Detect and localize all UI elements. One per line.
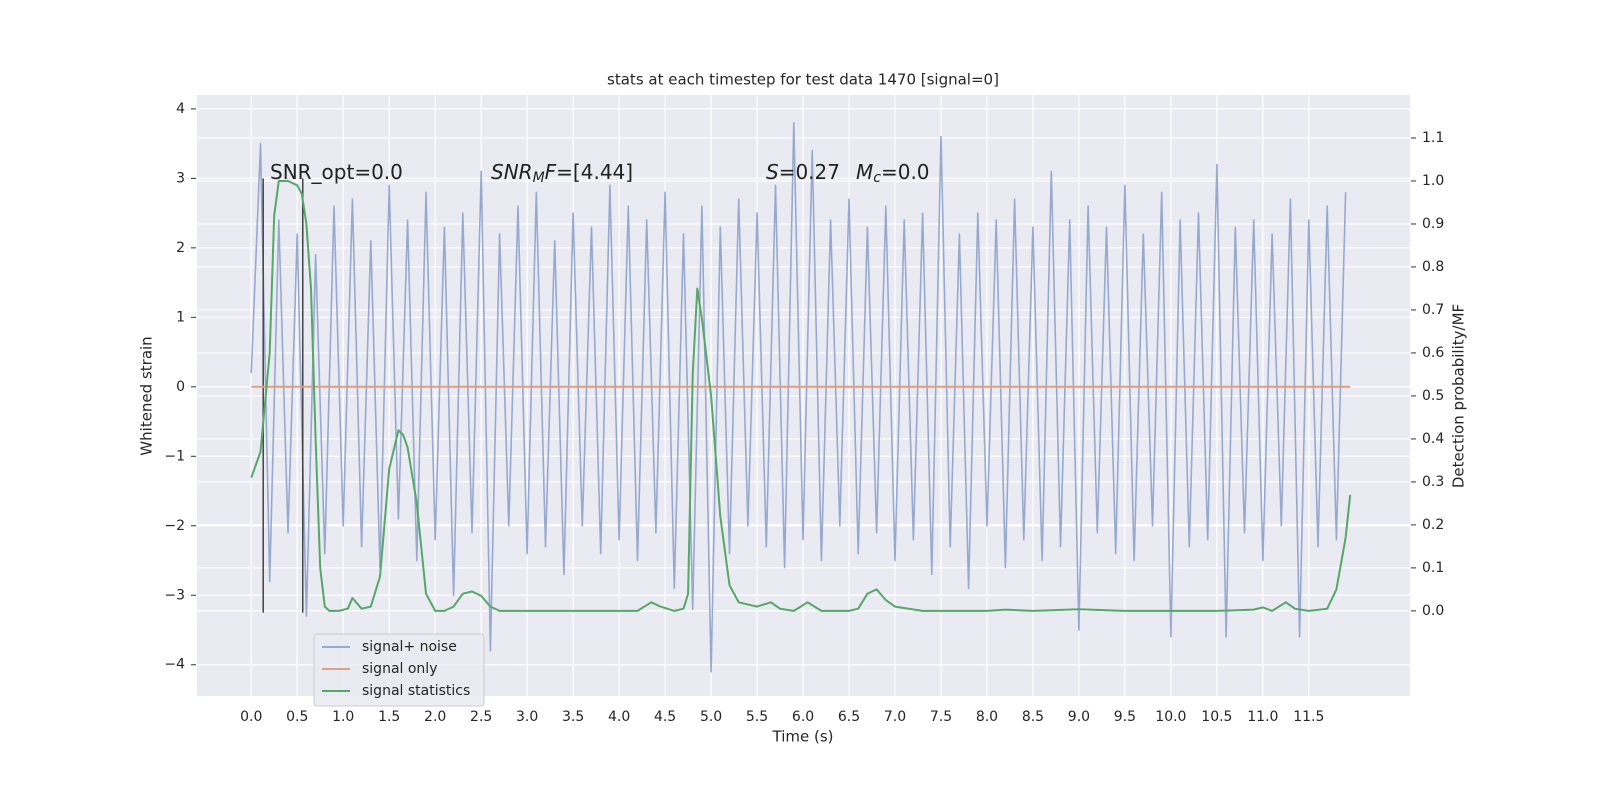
x-tick-label: 8.5 (1022, 709, 1044, 725)
x-tick-label: 4.5 (654, 709, 676, 725)
annotation-part: =0.0 (881, 160, 930, 184)
x-tick-label: 7.5 (930, 709, 952, 725)
annotation-part: SNR (491, 160, 533, 184)
annotation-part: M (533, 170, 545, 186)
x-tick-label: 11.5 (1293, 709, 1324, 725)
y-tick-label: −4 (164, 657, 185, 673)
annotation-part: SNR_opt=0.0 (270, 160, 403, 184)
y2-tick-label: 0.5 (1422, 388, 1444, 404)
y-tick-label: −2 (164, 518, 185, 534)
annotation-part: M (856, 160, 873, 184)
x-tick-label: 4.0 (608, 709, 630, 725)
x-tick-label: 0.5 (286, 709, 308, 725)
y2-tick-label: 0.6 (1422, 345, 1444, 361)
x-tick-label: 6.5 (838, 709, 860, 725)
x-tick-label: 6.0 (792, 709, 814, 725)
x-tick-label: 3.0 (516, 709, 538, 725)
annotation-part: F (545, 160, 557, 184)
annotation-part: c (873, 170, 881, 186)
y2-tick-label: 1.0 (1422, 173, 1444, 189)
y2-tick-label: 0.7 (1422, 302, 1444, 318)
x-tick-label: 5.0 (700, 709, 722, 725)
annotation: SNRMF=[4.44] (491, 160, 633, 187)
x-tick-label: 10.0 (1155, 709, 1186, 725)
y-tick-label: 1 (176, 309, 185, 325)
y-tick-label: −1 (164, 448, 185, 464)
annotation: SNR_opt=0.0 (270, 160, 403, 184)
y-axis-label: Whitened strain (138, 336, 156, 455)
x-tick-label: 9.0 (1068, 709, 1090, 725)
legend-box (313, 633, 485, 707)
y-tick-label: 3 (176, 170, 185, 186)
chart-title: stats at each timestep for test data 147… (607, 71, 999, 89)
x-tick-label: 10.5 (1201, 709, 1232, 725)
y-tick-label: 2 (176, 240, 185, 256)
x-tick-label: 7.0 (884, 709, 906, 725)
y-tick-label: −3 (164, 587, 185, 603)
y2-tick-label: 0.8 (1422, 259, 1444, 275)
y2-tick-label: 0.2 (1422, 517, 1444, 533)
x-axis-label: Time (s) (772, 728, 834, 746)
x-tick-label: 2.5 (470, 709, 492, 725)
y2-tick-label: 0.1 (1422, 560, 1444, 576)
y2-tick-label: 1.1 (1422, 130, 1444, 146)
annotation: S=0.27 Mc=0.0 (766, 160, 930, 187)
x-tick-label: 1.5 (378, 709, 400, 725)
x-tick-label: 5.5 (746, 709, 768, 725)
y2-tick-label: 0.3 (1422, 474, 1444, 490)
legend-label: signal+ noise (362, 639, 457, 655)
x-tick-label: 11.0 (1247, 709, 1278, 725)
x-tick-label: 8.0 (976, 709, 998, 725)
y-tick-label: 0 (176, 379, 185, 395)
x-tick-label: 1.0 (332, 709, 354, 725)
y2-tick-label: 0.9 (1422, 216, 1444, 232)
y-tick-label: 4 (176, 101, 185, 117)
y2-tick-label: 0.4 (1422, 431, 1444, 447)
x-tick-label: 0.0 (240, 709, 262, 725)
annotation-part: S (766, 160, 779, 184)
y2-axis-label: Detection probability/MF (1450, 304, 1468, 488)
series-line (250, 180, 1352, 612)
legend-label: signal only (362, 661, 437, 677)
legend-label: signal statistics (362, 683, 470, 699)
x-tick-label: 3.5 (562, 709, 584, 725)
annotation-part: =[4.44] (556, 160, 633, 184)
series-line (250, 122, 1347, 673)
x-tick-label: 9.5 (1114, 709, 1136, 725)
annotation-part: =0.27 (779, 160, 840, 184)
x-tick-label: 2.0 (424, 709, 446, 725)
y2-tick-label: 0.0 (1422, 603, 1444, 619)
